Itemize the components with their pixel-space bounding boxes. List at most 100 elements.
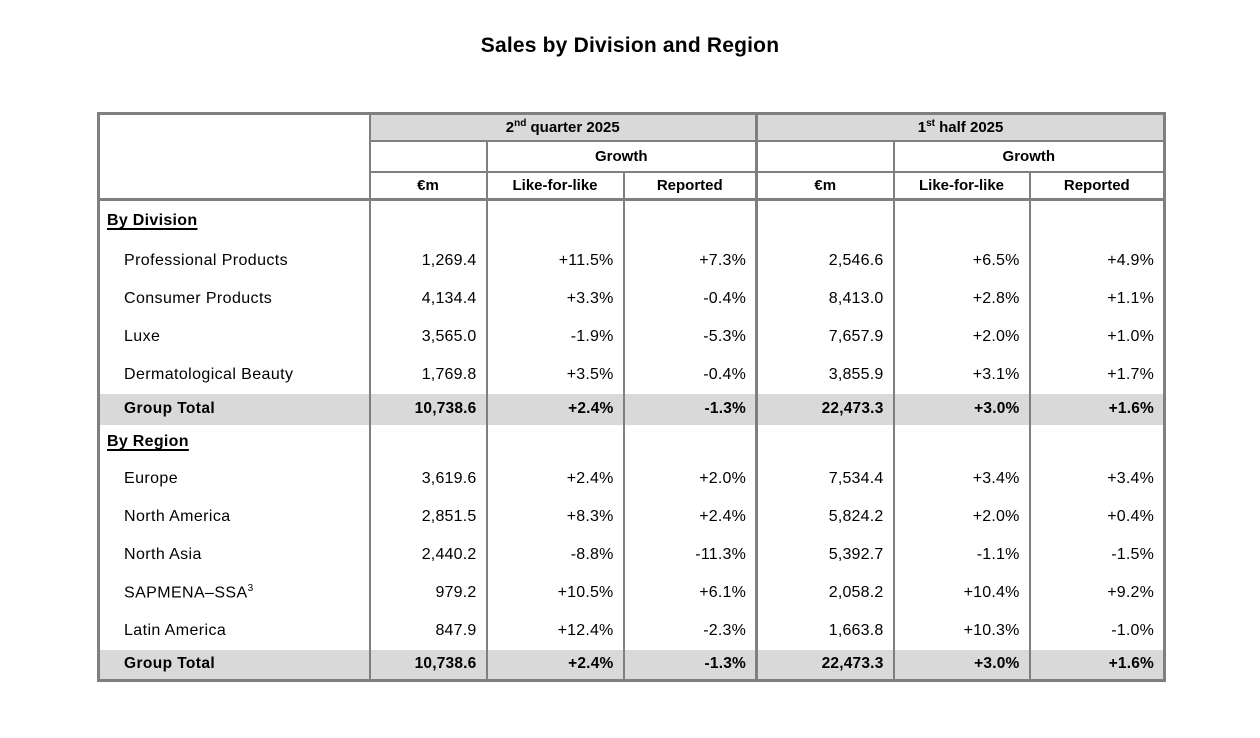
empty-cell-q2-em: [368, 140, 487, 173]
period-header-q2: 2nd quarter 2025: [368, 113, 757, 142]
cell-q2-em: 3,565.0: [368, 317, 487, 356]
cell-q2-lfl: +3.5%: [485, 355, 624, 394]
empty-cell: [368, 424, 487, 460]
cell-h1-reported: +4.9%: [1028, 241, 1165, 280]
cell-h1-reported: -1.5%: [1028, 535, 1165, 574]
sales-table: 2nd quarter 2025 1st half 2025 Growth Gr…: [97, 112, 1167, 682]
cell-q2-reported: +7.3%: [622, 241, 757, 280]
cell-h1-em: 2,058.2: [755, 573, 894, 612]
period-q2-num: 2: [505, 119, 515, 137]
cell-q2-lfl: +12.4%: [485, 611, 624, 650]
cell-q2-reported: +2.0%: [622, 459, 757, 498]
cell-h1-reported: +1.1%: [1028, 279, 1165, 318]
section-heading-text: By Division: [107, 212, 198, 230]
col-header-h1-reported: Reported: [1028, 171, 1165, 201]
cell-h1-reported: +0.4%: [1028, 497, 1165, 536]
row-label: SAPMENA–SSA3: [99, 574, 370, 612]
cell-q2-lfl: +8.3%: [485, 497, 624, 536]
cell-q2-reported: +6.1%: [622, 573, 757, 612]
cell-h1-lfl: +10.3%: [892, 611, 1030, 650]
row-sapmena-ssa: SAPMENA–SSA3 979.2 +10.5% +6.1% 2,058.2 …: [99, 573, 1165, 612]
period-h1-ordinal: st: [926, 118, 935, 130]
empty-cell: [892, 199, 1030, 242]
footnote-marker: 3: [247, 582, 254, 594]
period-h1-rest: half 2025: [934, 119, 1004, 137]
cell-h1-em: 7,657.9: [755, 317, 894, 356]
cell-h1-lfl: -1.1%: [892, 535, 1030, 574]
cell-q2-em: 1,269.4: [368, 241, 487, 280]
cell-h1-reported: +1.6%: [1028, 649, 1165, 681]
cell-h1-reported: +1.6%: [1028, 393, 1165, 425]
col-header-h1-lfl: Like-for-like: [892, 171, 1030, 201]
cell-h1-lfl: +2.0%: [892, 317, 1030, 356]
cell-h1-em: 7,534.4: [755, 459, 894, 498]
section-heading-by-division: By Division: [99, 200, 370, 242]
empty-cell: [1028, 199, 1165, 242]
col-header-q2-lfl: Like-for-like: [485, 171, 624, 201]
growth-header-h1: Growth: [892, 140, 1165, 173]
row-label: Latin America: [124, 621, 227, 639]
row-north-america: North America 2,851.5 +8.3% +2.4% 5,824.…: [99, 497, 1165, 536]
cell-q2-em: 10,738.6: [368, 393, 487, 425]
total-label: Group Total: [98, 649, 370, 681]
cell-q2-reported: -1.3%: [622, 393, 757, 425]
col-header-q2-em: €m: [368, 171, 487, 201]
empty-cell: [755, 199, 894, 242]
cell-q2-lfl: -8.8%: [485, 535, 624, 574]
empty-cell: [622, 424, 757, 460]
cell-q2-reported: -11.3%: [622, 535, 757, 574]
section-heading-by-region: By Region: [99, 425, 370, 460]
cell-q2-em: 10,738.6: [368, 649, 487, 681]
row-europe: Europe 3,619.6 +2.4% +2.0% 7,534.4 +3.4%…: [99, 459, 1165, 498]
period-h1-num: 1: [917, 119, 927, 137]
row-group-total-region: Group Total 10,738.6 +2.4% -1.3% 22,473.…: [98, 649, 1165, 681]
cell-h1-reported: -1.0%: [1028, 611, 1165, 650]
row-label: North Asia: [124, 545, 202, 563]
corner-cell: [98, 113, 371, 201]
total-label: Group Total: [98, 393, 370, 425]
cell-h1-em: 5,824.2: [755, 497, 894, 536]
cell-q2-lfl: +2.4%: [485, 393, 624, 425]
cell-h1-em: 5,392.7: [755, 535, 894, 574]
empty-cell: [622, 199, 757, 242]
empty-cell-h1-em: [755, 140, 894, 173]
col-header-h1-em: €m: [755, 171, 894, 201]
period-header-h1: 1st half 2025: [755, 113, 1165, 142]
cell-h1-lfl: +3.0%: [892, 393, 1030, 425]
cell-h1-lfl: +3.4%: [892, 459, 1030, 498]
row-label: Professional Products: [124, 251, 289, 269]
cell-h1-lfl: +10.4%: [892, 573, 1030, 612]
cell-q2-em: 847.9: [368, 611, 487, 650]
row-luxe: Luxe 3,565.0 -1.9% -5.3% 7,657.9 +2.0% +…: [99, 317, 1165, 356]
cell-q2-em: 1,769.8: [368, 355, 487, 394]
row-label: Dermatological Beauty: [124, 365, 294, 383]
cell-h1-reported: +1.0%: [1028, 317, 1165, 356]
empty-cell: [485, 424, 624, 460]
empty-cell: [368, 199, 487, 242]
cell-h1-em: 8,413.0: [755, 279, 894, 318]
cell-q2-em: 979.2: [368, 573, 487, 612]
period-q2-rest: quarter 2025: [526, 119, 620, 137]
cell-q2-reported: -1.3%: [622, 649, 757, 681]
empty-cell: [1028, 424, 1165, 460]
cell-h1-reported: +9.2%: [1028, 573, 1165, 612]
row-north-asia: North Asia 2,440.2 -8.8% -11.3% 5,392.7 …: [99, 535, 1165, 574]
section-heading-row-region: By Region: [99, 424, 1165, 460]
cell-h1-em: 22,473.3: [755, 393, 894, 425]
cell-h1-lfl: +2.8%: [892, 279, 1030, 318]
row-label: Europe: [124, 469, 178, 487]
cell-q2-lfl: +2.4%: [485, 459, 624, 498]
cell-q2-lfl: +11.5%: [485, 241, 624, 280]
empty-cell: [892, 424, 1030, 460]
empty-cell: [755, 424, 894, 460]
row-latin-america: Latin America 847.9 +12.4% -2.3% 1,663.8…: [99, 611, 1165, 650]
row-label-text: SAPMENA–SSA: [124, 584, 248, 602]
cell-h1-lfl: +3.1%: [892, 355, 1030, 394]
period-header-row: 2nd quarter 2025 1st half 2025: [98, 113, 1165, 201]
cell-h1-lfl: +6.5%: [892, 241, 1030, 280]
cell-q2-reported: -0.4%: [622, 355, 757, 394]
row-label: Consumer Products: [124, 289, 273, 307]
cell-q2-reported: -2.3%: [622, 611, 757, 650]
growth-header-q2: Growth: [485, 140, 757, 173]
